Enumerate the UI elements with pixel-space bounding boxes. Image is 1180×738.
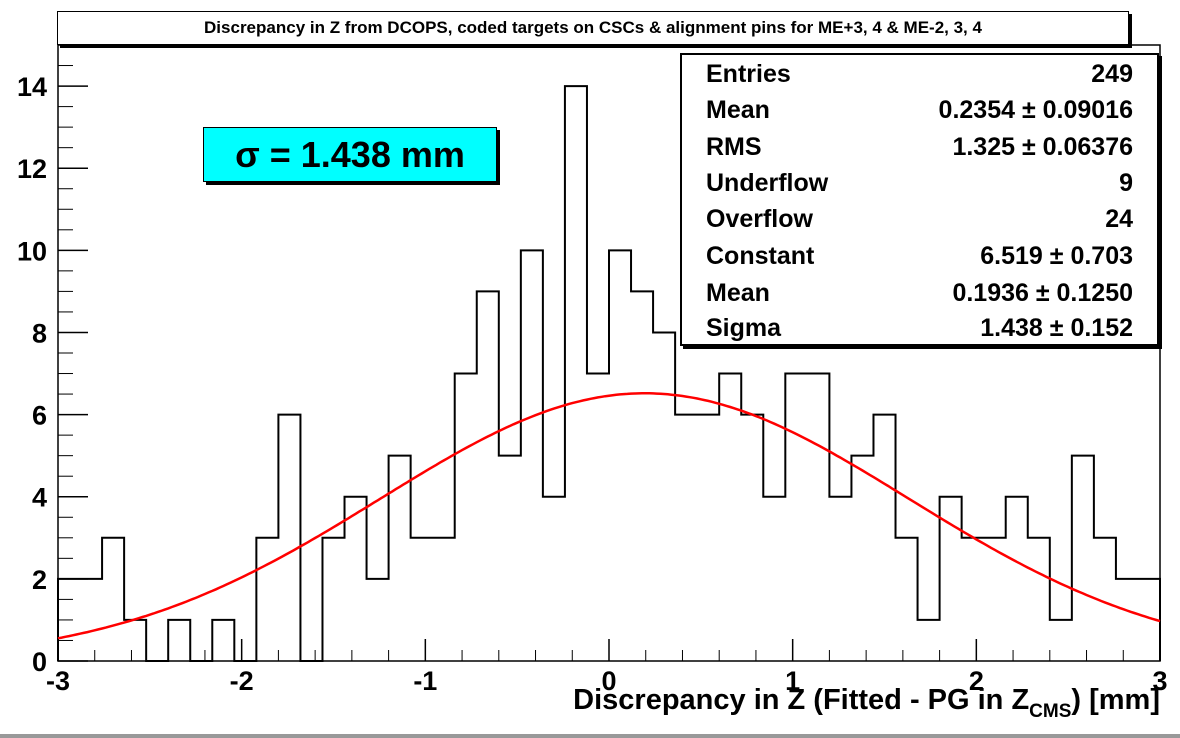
x-axis-label-tail: ) [mm] xyxy=(1071,684,1160,716)
stat-row: Constant 6.519 ± 0.703 xyxy=(706,239,1133,273)
histogram-bin xyxy=(697,415,719,661)
histogram-bin xyxy=(962,538,984,661)
bottom-border xyxy=(0,734,1180,738)
histogram-bin xyxy=(499,456,521,661)
x-tick-label: -2 xyxy=(230,666,254,696)
histogram-bin xyxy=(80,579,102,661)
histogram-bin xyxy=(367,579,389,661)
histogram-bin xyxy=(609,250,631,661)
histogram-bin xyxy=(785,374,807,661)
histogram-bin xyxy=(322,538,344,661)
x-tick-label: 2 xyxy=(969,666,984,696)
histogram-bin xyxy=(212,620,234,661)
stat-row: Mean 0.1936 ± 0.1250 xyxy=(706,276,1133,310)
y-tick-label: 4 xyxy=(32,483,47,513)
chart-title: Discrepancy in Z from DCOPS, coded targe… xyxy=(57,11,1129,45)
stat-row: Overflow 24 xyxy=(706,202,1133,236)
histogram-bin xyxy=(565,86,587,661)
stat-value: 0.1936 ± 0.1250 xyxy=(952,279,1133,307)
x-tick-label: -3 xyxy=(46,666,70,696)
stat-label: RMS xyxy=(706,133,762,161)
histogram-bin xyxy=(433,538,455,661)
histogram-bin xyxy=(940,497,962,661)
histogram-bin xyxy=(477,291,499,661)
y-tick-label: 10 xyxy=(17,236,47,266)
histogram-bin xyxy=(873,415,895,661)
histogram-bin xyxy=(675,415,697,661)
histogram-bin xyxy=(102,538,124,661)
histogram-bin xyxy=(653,332,675,661)
stat-label: Overflow xyxy=(706,205,813,233)
histogram-bin xyxy=(1028,538,1050,661)
histogram-bin xyxy=(1050,620,1072,661)
y-tick-label: 6 xyxy=(32,401,47,431)
histogram-bin xyxy=(455,374,477,661)
x-axis-label-main: Discrepancy in Z (Fitted - PG in Z xyxy=(573,684,1030,716)
histogram-bin xyxy=(411,538,433,661)
histogram-bin xyxy=(918,620,940,661)
stat-label: Underflow xyxy=(706,169,829,197)
x-tick-label: 3 xyxy=(1152,666,1167,696)
histogram-bin xyxy=(763,497,785,661)
stat-label: Mean xyxy=(706,279,770,307)
x-axis-label: Discrepancy in Z (Fitted - PG in ZCMS) [… xyxy=(573,684,1160,723)
sigma-annotation: σ = 1.438 mm xyxy=(203,127,497,182)
histogram-bin xyxy=(741,415,763,661)
histogram-bin xyxy=(256,538,278,661)
stat-value: 0.2354 ± 0.09016 xyxy=(938,96,1133,124)
stat-label: Entries xyxy=(706,60,791,88)
histogram-bin xyxy=(984,538,1006,661)
histogram-outline xyxy=(57,85,1161,662)
histogram-bin xyxy=(1006,497,1028,661)
stat-row: Sigma 1.438 ± 0.152 xyxy=(706,311,1133,345)
histogram-bin xyxy=(345,497,367,661)
histogram-bin xyxy=(124,620,146,661)
stat-value: 1.438 ± 0.152 xyxy=(980,314,1133,342)
stat-value: 249 xyxy=(1091,60,1133,88)
histogram-bin xyxy=(1116,579,1138,661)
stat-row: Mean 0.2354 ± 0.09016 xyxy=(706,93,1133,127)
x-tick-label: 0 xyxy=(601,666,616,696)
y-tick-label: 2 xyxy=(32,565,47,595)
x-tick-label: -1 xyxy=(413,666,437,696)
y-tick-label: 8 xyxy=(32,318,47,348)
stat-value: 24 xyxy=(1105,205,1133,233)
gaussian-fit-curve xyxy=(57,392,1161,640)
histogram-bin xyxy=(896,538,918,661)
stat-row: Entries 249 xyxy=(706,57,1133,91)
stats-box: Entries 249 Mean 0.2354 ± 0.09016 RMS 1.325 ±… xyxy=(680,53,1159,346)
stat-value: 1.325 ± 0.06376 xyxy=(952,133,1133,161)
histogram-bin xyxy=(168,620,190,661)
stat-label: Mean xyxy=(706,96,770,124)
histogram-bin xyxy=(587,374,609,661)
histogram-bin xyxy=(719,374,741,661)
x-axis-label-sub: CMS xyxy=(1029,701,1072,722)
histogram-bin xyxy=(851,456,873,661)
histogram-bin xyxy=(807,374,829,661)
histogram-bin xyxy=(543,497,565,661)
histogram-bin xyxy=(829,497,851,661)
histogram-bin xyxy=(1072,456,1094,661)
stat-row: RMS 1.325 ± 0.06376 xyxy=(706,130,1133,164)
stat-label: Sigma xyxy=(706,314,782,342)
stat-label: Constant xyxy=(706,242,815,270)
x-tick-label: 1 xyxy=(785,666,800,696)
histogram-bin xyxy=(631,291,653,661)
stat-value: 9 xyxy=(1119,169,1133,197)
y-tick-label: 0 xyxy=(32,647,47,677)
stat-row: Underflow 9 xyxy=(706,166,1133,200)
y-tick-label: 12 xyxy=(17,154,47,184)
y-tick-label: 14 xyxy=(17,72,47,102)
histogram-bin xyxy=(278,415,300,661)
histogram-bin xyxy=(521,250,543,661)
stat-value: 6.519 ± 0.703 xyxy=(980,242,1133,270)
